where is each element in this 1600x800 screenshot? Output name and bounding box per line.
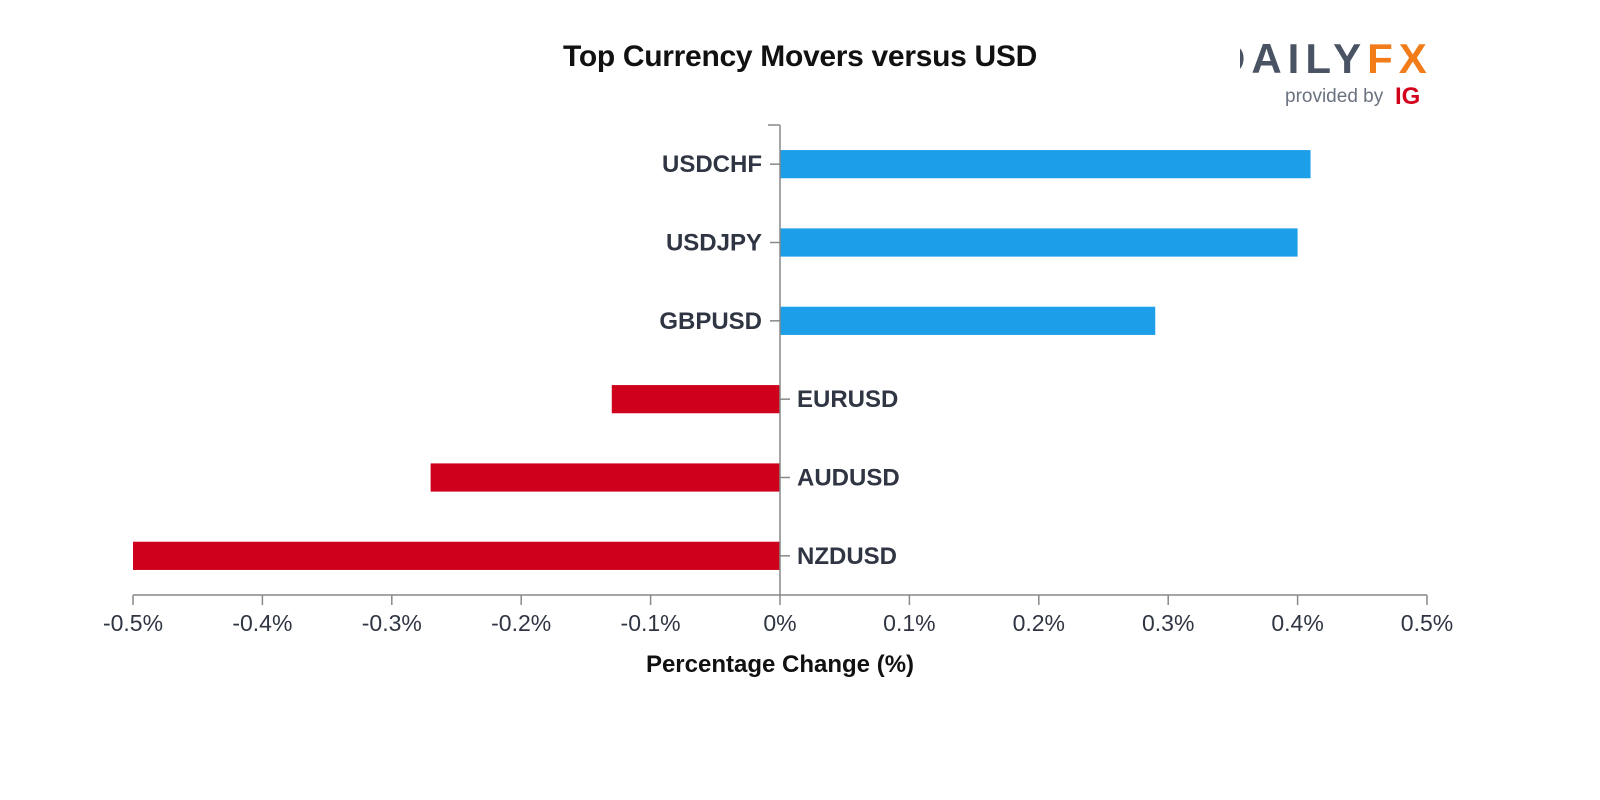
category-label-usdjpy: USDJPY	[666, 230, 762, 257]
bar-eurusd	[611, 385, 780, 414]
bar-usdjpy	[780, 228, 1298, 257]
x-tick-label: 0.4%	[1271, 610, 1323, 636]
bar-usdchf	[780, 150, 1311, 179]
x-tick-label: 0%	[763, 610, 796, 636]
x-tick-label: -0.2%	[491, 610, 551, 636]
x-tick-label: 0.1%	[883, 610, 935, 636]
chart-title: Top Currency Movers versus USD	[563, 40, 1037, 73]
x-tick-label: 0.3%	[1142, 610, 1194, 636]
ig-logo-text: IG	[1395, 83, 1420, 110]
category-label-eurusd: EURUSD	[797, 386, 898, 413]
category-label-usdchf: USDCHF	[662, 151, 762, 178]
x-tick-label: -0.3%	[362, 610, 422, 636]
category-label-gbpusd: GBPUSD	[659, 308, 762, 335]
x-axis-ticks: -0.5% -0.4% -0.3% -0.2% -0.1% 0% 0.1% 0.2% 0.3% 0…	[103, 595, 1453, 636]
x-tick-label: -0.1%	[621, 610, 681, 636]
logo-provided-by: provided by	[1285, 86, 1384, 107]
logo-fx: FX	[1367, 38, 1433, 82]
x-tick-label: 0.5%	[1401, 610, 1453, 636]
category-label-audusd: AUDUSD	[797, 465, 900, 492]
category-labels: USDCHF USDJPY GBPUSD EURUSD AUDUSD NZDUSD	[659, 124, 900, 570]
category-label-nzdusd: NZDUSD	[797, 543, 897, 570]
x-tick-label: -0.4%	[232, 610, 292, 636]
x-axis-title: Percentage Change (%)	[646, 651, 914, 678]
x-tick-label: 0.2%	[1013, 610, 1065, 636]
bar-nzdusd	[133, 541, 780, 570]
x-tick-label: -0.5%	[103, 610, 163, 636]
bar-gbpusd	[780, 306, 1156, 335]
bar-audusd	[430, 463, 780, 492]
bars-layer	[133, 150, 1311, 570]
